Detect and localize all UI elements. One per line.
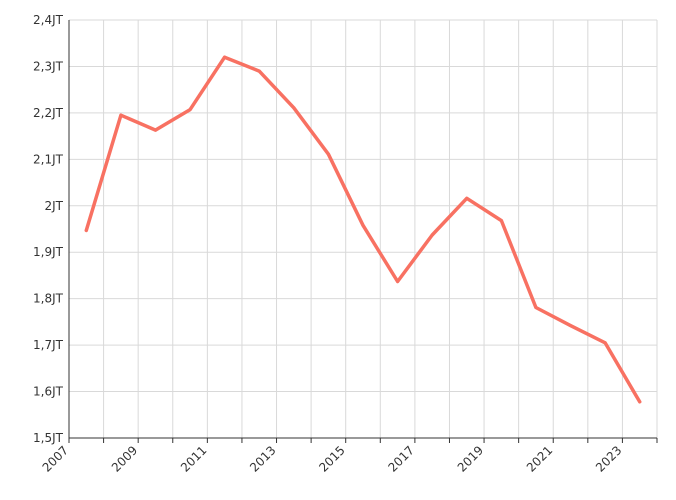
y-tick-label: 1,6JT: [33, 385, 64, 399]
data-point: [153, 128, 157, 132]
x-tick-label: 2007: [40, 443, 71, 474]
x-tick-label: 2015: [316, 443, 347, 474]
x-tick-label: 2017: [386, 443, 417, 474]
data-point: [188, 108, 192, 112]
x-tick-label: 2019: [455, 443, 486, 474]
x-tick-label: 2013: [247, 443, 278, 474]
data-point: [465, 196, 469, 200]
y-tick-label: 2,2JT: [33, 106, 64, 120]
x-tick-label: 2011: [178, 443, 209, 474]
y-tick-label: 1,8JT: [33, 292, 64, 306]
data-point: [84, 228, 88, 232]
y-tick-label: 2,1JT: [33, 152, 64, 166]
y-tick-label: 1,7JT: [33, 338, 64, 352]
axes: [68, 20, 658, 443]
y-tick-label: 2,4JT: [33, 13, 64, 27]
grid-lines: [69, 19, 658, 438]
data-point: [638, 400, 642, 404]
data-point: [119, 113, 123, 117]
data-point: [326, 152, 330, 156]
data-point: [569, 324, 573, 328]
x-tick-label: 2009: [109, 443, 140, 474]
data-point: [499, 219, 503, 223]
y-tick-label: 2,3JT: [33, 59, 64, 73]
y-tick-label: 2JT: [44, 199, 63, 213]
data-point: [430, 233, 434, 237]
data-point: [257, 69, 261, 73]
data-point: [603, 341, 607, 345]
series-line-0: [84, 55, 642, 404]
data-point: [396, 279, 400, 283]
data-point: [292, 106, 296, 110]
data-point: [361, 223, 365, 227]
series-layer: [84, 55, 642, 404]
x-tick-label: 2023: [593, 443, 624, 474]
x-tick-label: 2021: [524, 443, 555, 474]
tick-labels: 1,5JT 1,6JT 1,7JT 1,8JT 1,9JT 2JT 2,1JT 2,2JT 2,…: [33, 13, 624, 475]
y-tick-label: 1,9JT: [33, 245, 64, 259]
y-tick-label: 1,5JT: [33, 431, 64, 445]
data-point: [534, 305, 538, 309]
data-point: [223, 55, 227, 59]
